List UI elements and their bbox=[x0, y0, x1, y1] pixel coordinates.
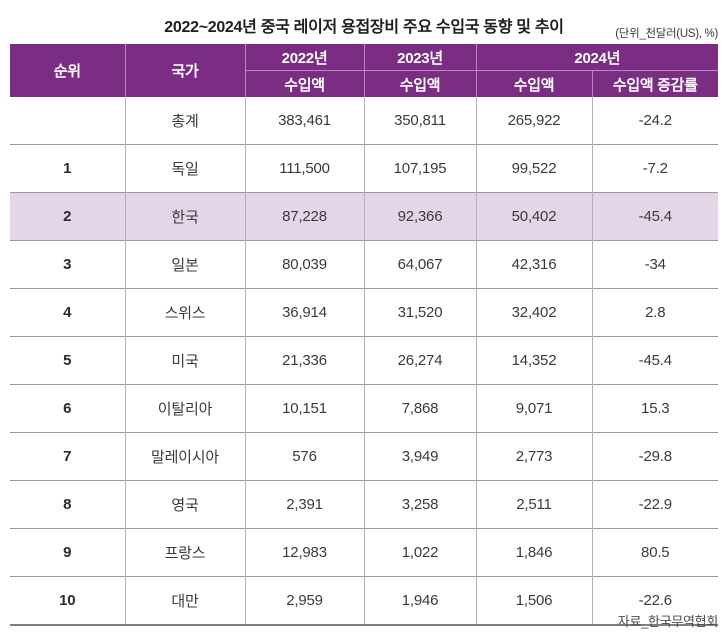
table-row: 9 프랑스 12,983 1,022 1,846 80.5 bbox=[10, 528, 719, 577]
header-import-2023: 수입액 bbox=[363, 70, 476, 97]
value-2022-cell: 36,914 bbox=[244, 288, 364, 337]
table-row: 1 독일 111,500 107,195 99,522 -7.2 bbox=[10, 144, 719, 193]
value-2024-cell: 42,316 bbox=[475, 240, 592, 289]
table-row: 5 미국 21,336 26,274 14,352 -45.4 bbox=[10, 336, 719, 385]
country-cell: 프랑스 bbox=[124, 528, 245, 577]
value-2023-cell: 31,520 bbox=[363, 288, 476, 337]
header-year-2022: 2022년 bbox=[244, 44, 364, 71]
header-import-2024: 수입액 bbox=[475, 70, 592, 97]
value-2023-cell: 3,949 bbox=[363, 432, 476, 481]
country-cell: 대만 bbox=[124, 576, 245, 626]
header-change-rate: 수입액 증감률 bbox=[591, 70, 719, 97]
rank-cell: 6 bbox=[10, 384, 125, 433]
rank-cell bbox=[10, 97, 125, 145]
rank-cell: 10 bbox=[10, 576, 125, 626]
value-2022-cell: 2,959 bbox=[244, 576, 364, 626]
change-rate-cell: -45.4 bbox=[591, 336, 719, 385]
table-row: 6 이탈리아 10,151 7,868 9,071 15.3 bbox=[10, 384, 719, 433]
header-country: 국가 bbox=[124, 44, 245, 97]
change-rate-cell: -45.4 bbox=[591, 192, 719, 241]
change-rate-cell: -7.2 bbox=[591, 144, 719, 193]
rank-cell: 1 bbox=[10, 144, 125, 193]
change-rate-cell: 80.5 bbox=[591, 528, 719, 577]
value-2023-cell: 350,811 bbox=[363, 97, 476, 145]
change-rate-cell: -24.2 bbox=[591, 97, 719, 145]
table-body: 총계 383,461 350,811 265,922 -24.2 1 독일 11… bbox=[10, 97, 719, 626]
rank-cell: 2 bbox=[10, 192, 125, 241]
rank-cell: 8 bbox=[10, 480, 125, 529]
value-2024-cell: 2,511 bbox=[475, 480, 592, 529]
value-2022-cell: 21,336 bbox=[244, 336, 364, 385]
value-2024-cell: 32,402 bbox=[475, 288, 592, 337]
change-rate-cell: 2.8 bbox=[591, 288, 719, 337]
country-cell: 미국 bbox=[124, 336, 245, 385]
value-2022-cell: 576 bbox=[244, 432, 364, 481]
value-2023-cell: 107,195 bbox=[363, 144, 476, 193]
country-cell: 말레이시아 bbox=[124, 432, 245, 481]
value-2024-cell: 265,922 bbox=[475, 97, 592, 145]
value-2023-cell: 26,274 bbox=[363, 336, 476, 385]
change-rate-cell: 15.3 bbox=[591, 384, 719, 433]
rank-cell: 5 bbox=[10, 336, 125, 385]
header-year-2024: 2024년 bbox=[475, 44, 719, 71]
header-year-2023: 2023년 bbox=[363, 44, 476, 71]
table-row-total: 총계 383,461 350,811 265,922 -24.2 bbox=[10, 97, 719, 145]
value-2022-cell: 10,151 bbox=[244, 384, 364, 433]
change-rate-cell: -22.9 bbox=[591, 480, 719, 529]
country-cell: 일본 bbox=[124, 240, 245, 289]
value-2024-cell: 9,071 bbox=[475, 384, 592, 433]
value-2022-cell: 2,391 bbox=[244, 480, 364, 529]
table-row: 10 대만 2,959 1,946 1,506 -22.6 bbox=[10, 576, 719, 626]
country-cell: 총계 bbox=[124, 97, 245, 145]
change-rate-cell: -29.8 bbox=[591, 432, 719, 481]
value-2024-cell: 1,846 bbox=[475, 528, 592, 577]
rank-cell: 4 bbox=[10, 288, 125, 337]
header-import-2022: 수입액 bbox=[244, 70, 364, 97]
value-2022-cell: 383,461 bbox=[244, 97, 364, 145]
value-2023-cell: 1,946 bbox=[363, 576, 476, 626]
value-2022-cell: 111,500 bbox=[244, 144, 364, 193]
value-2024-cell: 1,506 bbox=[475, 576, 592, 626]
table-row-highlighted: 2 한국 87,228 92,366 50,402 -45.4 bbox=[10, 192, 719, 241]
header-sub-row: 수입액 수입액 수입액 수입액 증감률 bbox=[10, 70, 719, 97]
value-2023-cell: 7,868 bbox=[363, 384, 476, 433]
value-2024-cell: 2,773 bbox=[475, 432, 592, 481]
value-2022-cell: 87,228 bbox=[244, 192, 364, 241]
country-cell: 이탈리아 bbox=[124, 384, 245, 433]
table-header: 순위 국가 2022년 2023년 2024년 수입액 수입액 수입액 수입액 … bbox=[10, 44, 719, 97]
imports-table: 순위 국가 2022년 2023년 2024년 수입액 수입액 수입액 수입액 … bbox=[10, 44, 719, 626]
page-title: 2022~2024년 중국 레이저 용접장비 주요 수입국 동향 및 추이 bbox=[164, 19, 564, 36]
change-rate-cell: -22.6 bbox=[591, 576, 719, 626]
header-group-row: 순위 국가 2022년 2023년 2024년 bbox=[10, 44, 719, 97]
country-cell: 영국 bbox=[124, 480, 245, 529]
change-rate-cell: -34 bbox=[591, 240, 719, 289]
table-row: 4 스위스 36,914 31,520 32,402 2.8 bbox=[10, 288, 719, 337]
value-2023-cell: 3,258 bbox=[363, 480, 476, 529]
country-cell: 독일 bbox=[124, 144, 245, 193]
value-2024-cell: 99,522 bbox=[475, 144, 592, 193]
rank-cell: 3 bbox=[10, 240, 125, 289]
country-cell: 한국 bbox=[124, 192, 245, 241]
value-2023-cell: 64,067 bbox=[363, 240, 476, 289]
country-cell: 스위스 bbox=[124, 288, 245, 337]
source-note: 자료_한국무역협회 bbox=[617, 614, 719, 629]
value-2024-cell: 50,402 bbox=[475, 192, 592, 241]
table-row: 3 일본 80,039 64,067 42,316 -34 bbox=[10, 240, 719, 289]
value-2024-cell: 14,352 bbox=[475, 336, 592, 385]
table-row: 7 말레이시아 576 3,949 2,773 -29.8 bbox=[10, 432, 719, 481]
header-rank: 순위 bbox=[10, 44, 125, 97]
rank-cell: 7 bbox=[10, 432, 125, 481]
unit-note: (단위_천달러(US), %) bbox=[615, 28, 718, 40]
value-2023-cell: 1,022 bbox=[363, 528, 476, 577]
table-row: 8 영국 2,391 3,258 2,511 -22.9 bbox=[10, 480, 719, 529]
value-2022-cell: 12,983 bbox=[244, 528, 364, 577]
value-2023-cell: 92,366 bbox=[363, 192, 476, 241]
value-2022-cell: 80,039 bbox=[244, 240, 364, 289]
rank-cell: 9 bbox=[10, 528, 125, 577]
